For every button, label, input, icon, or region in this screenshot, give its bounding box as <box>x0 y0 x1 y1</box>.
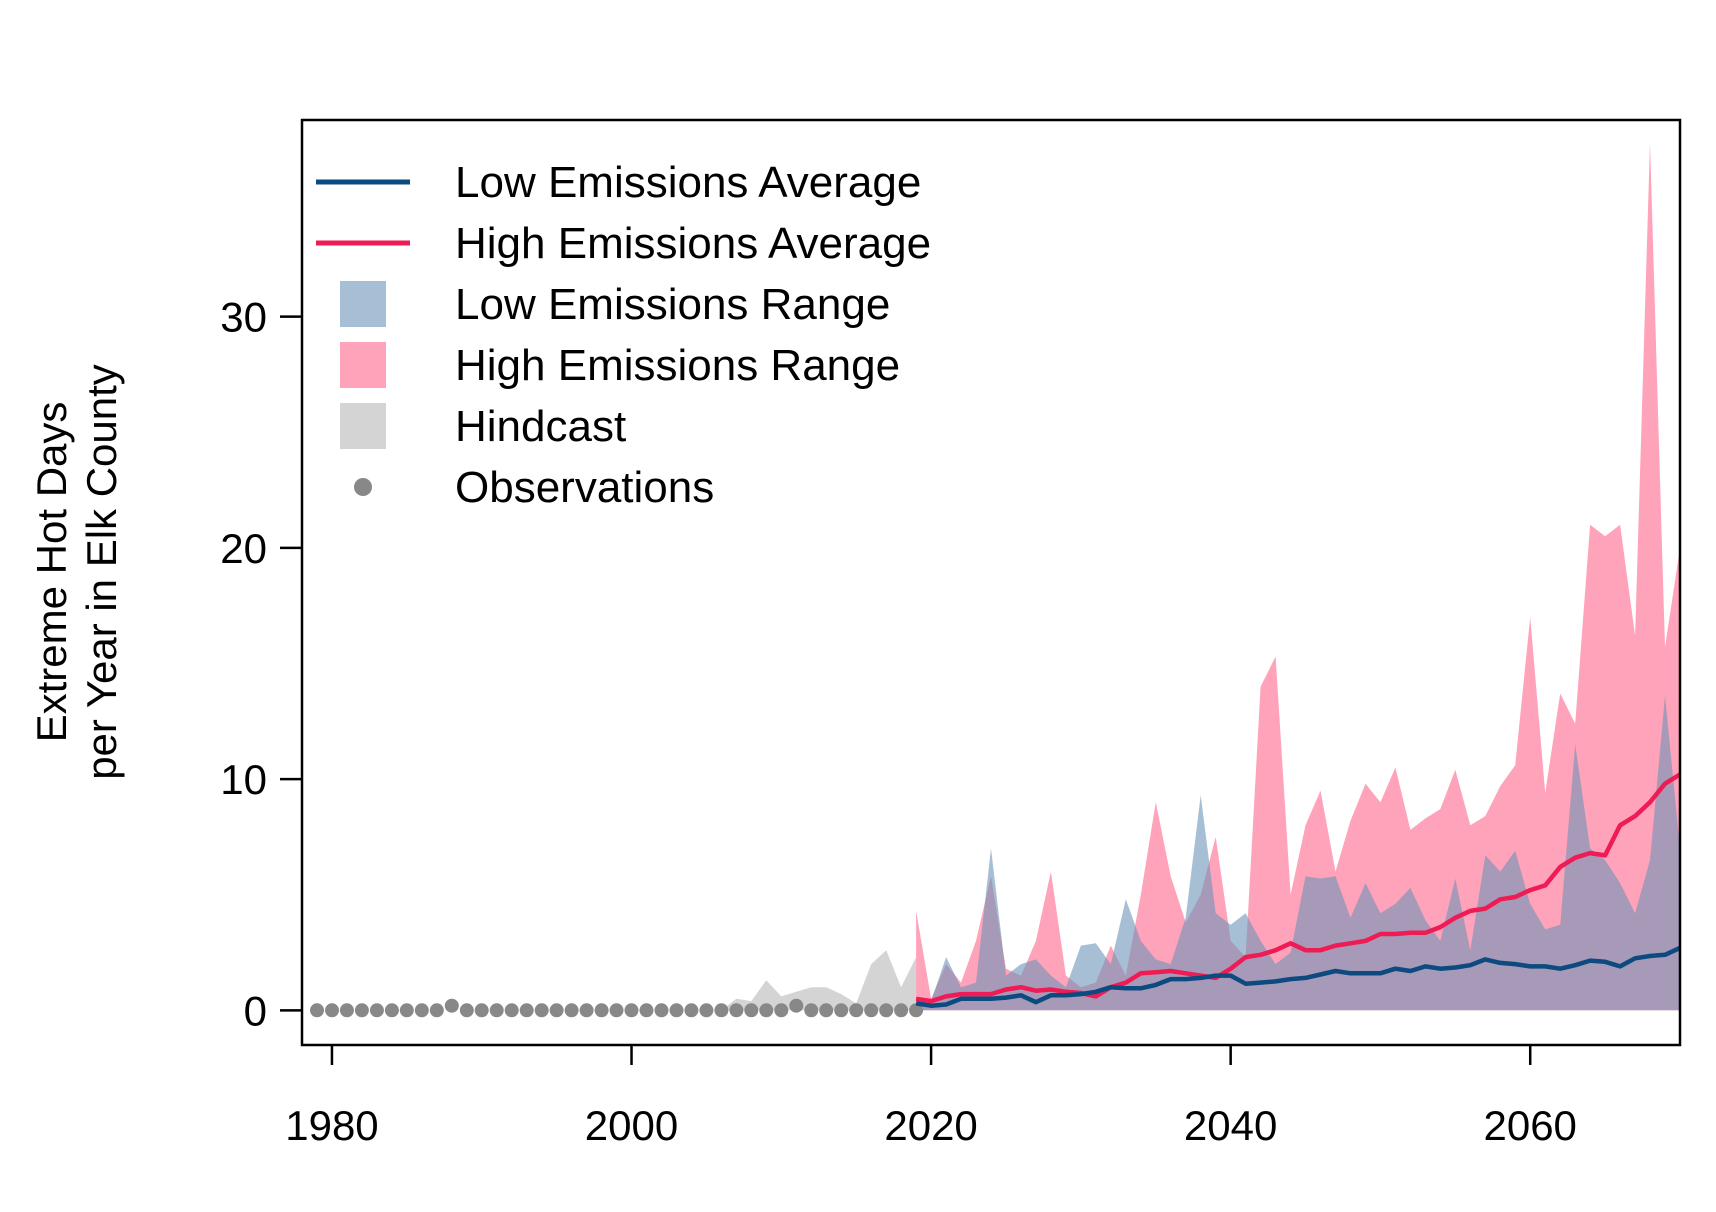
observation-point <box>744 1003 759 1018</box>
x-tick-label: 2000 <box>585 1102 678 1149</box>
observation-point <box>594 1003 609 1018</box>
observation-point <box>310 1003 324 1018</box>
observation-point <box>879 1003 894 1018</box>
observation-point <box>519 1003 534 1018</box>
plot-frame <box>300 118 1682 1047</box>
observation-point <box>459 1003 474 1018</box>
legend-label: Hindcast <box>455 402 626 451</box>
plot-area <box>310 143 1682 1018</box>
observation-point <box>759 1003 774 1018</box>
y-axis-title: Extreme Hot Days per Year in Elk County <box>28 364 125 780</box>
legend-label: Low Emissions Average <box>455 158 921 207</box>
observation-point <box>564 1003 579 1018</box>
observation-point <box>369 1003 384 1018</box>
observation-point <box>894 1003 909 1018</box>
legend-label: High Emissions Average <box>455 219 931 268</box>
observation-point <box>669 1003 684 1018</box>
observation-point <box>909 1003 924 1018</box>
x-tick-label: 1980 <box>285 1102 378 1149</box>
observation-point <box>579 1003 594 1018</box>
observation-point <box>804 1003 819 1018</box>
low-emissions-average-line <box>915 945 1681 1008</box>
observation-point <box>654 1003 669 1018</box>
low-emissions-range-area <box>916 695 1680 1011</box>
observation-point <box>399 1003 414 1018</box>
x-tick-label: 2020 <box>884 1102 977 1149</box>
y-axis-title-line-2: per Year in Elk County <box>78 364 125 780</box>
observation-point <box>339 1003 354 1018</box>
observation-point <box>684 1003 699 1018</box>
observation-point <box>624 1003 639 1018</box>
observation-point <box>429 1003 444 1018</box>
observation-point <box>325 1003 339 1018</box>
legend-swatch-observations <box>354 478 372 496</box>
legend-label: High Emissions Range <box>455 341 900 390</box>
observation-points <box>310 998 924 1018</box>
y-tick-label: 0 <box>244 987 267 1034</box>
observation-point <box>489 1003 504 1018</box>
observation-point <box>849 1003 864 1018</box>
observation-point <box>384 1003 399 1018</box>
observation-point <box>609 1003 624 1018</box>
observation-point <box>534 1003 549 1018</box>
y-tick-label: 10 <box>220 756 267 803</box>
x-tick-label: 2060 <box>1483 1102 1576 1149</box>
observation-point <box>474 1003 489 1018</box>
legend-swatch-hindcast <box>340 403 386 449</box>
observation-point <box>504 1003 519 1018</box>
legend: Low Emissions Average High Emissions Aver… <box>316 158 931 512</box>
high-emissions-average-line <box>915 772 1682 1004</box>
observation-point <box>774 1003 789 1018</box>
observation-point <box>354 1003 369 1018</box>
x-tick-label: 2040 <box>1184 1102 1277 1149</box>
legend-label: Observations <box>455 463 714 512</box>
observation-point <box>714 1003 729 1018</box>
y-tick-label: 20 <box>220 525 267 572</box>
legend-swatch-low-range <box>340 281 386 327</box>
y-axis-title-line-1: Extreme Hot Days <box>28 402 75 743</box>
observation-point <box>639 1003 654 1018</box>
legend-swatch-high-range <box>340 342 386 388</box>
y-tick-label: 30 <box>220 294 267 341</box>
observation-point <box>834 1003 849 1018</box>
observation-point <box>414 1003 429 1018</box>
observation-point <box>789 998 804 1013</box>
observation-point <box>729 1003 744 1018</box>
observation-point <box>819 1003 834 1018</box>
x-axis: 1980 2000 2020 2040 2060 <box>285 1045 1577 1149</box>
observation-point <box>549 1003 564 1018</box>
legend-label: Low Emissions Range <box>455 280 890 329</box>
observation-point <box>864 1003 879 1018</box>
observation-point <box>444 998 459 1013</box>
y-axis: 0 10 20 30 <box>220 294 302 1034</box>
hindcast-area <box>721 950 917 1011</box>
observation-point <box>699 1003 714 1018</box>
